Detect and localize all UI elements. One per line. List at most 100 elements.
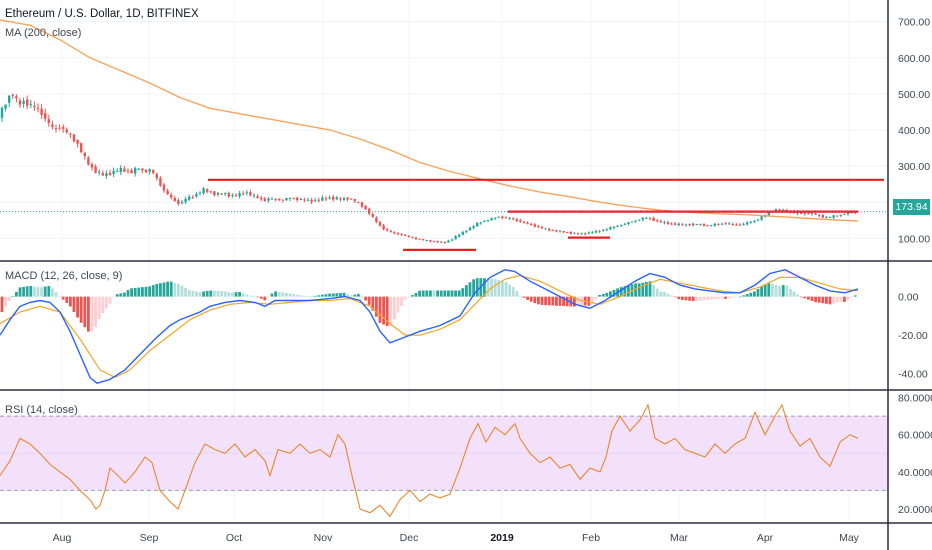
macd-histogram-bar [443,290,447,297]
candle [108,172,112,176]
macd-histogram-bar [702,296,706,301]
candle [555,230,558,232]
macd-histogram-bar [137,287,141,297]
macd-histogram-bar [187,289,191,297]
candle [18,100,22,105]
candle [288,197,292,199]
macd-histogram-bar [540,296,544,305]
macd-histogram-bar [724,296,727,299]
macd-histogram-bar [393,296,396,320]
candle [728,223,731,225]
candle [371,213,374,217]
macd-histogram-bar [745,294,749,297]
candle [483,220,486,222]
candle [94,166,97,173]
candle [522,221,526,223]
macd-histogram-bar [375,296,378,317]
candle [44,113,47,119]
macd-histogram-bar [76,296,79,318]
macd-histogram-bar [288,293,292,297]
macd-histogram-bar [544,296,547,306]
macd-histogram-bar [587,296,591,306]
macd-histogram-bar [839,296,843,302]
candle [638,219,641,221]
macd-histogram-bar [508,284,511,297]
macd-histogram-bar [47,286,51,297]
macd-histogram-bar [468,282,472,297]
macd-histogram-bar [295,294,299,297]
macd-histogram-bar [601,293,605,297]
candle [540,226,544,229]
macd-histogram-bar [537,296,540,305]
x-axis-tick: Mar [670,532,689,544]
macd-histogram-bar [720,296,724,299]
candle [335,197,338,200]
candle [299,199,302,201]
candle [645,217,648,219]
candle [296,197,299,200]
chart-title: Ethereum / U.S. Dollar, 1D, BITFINEX [5,8,199,20]
candle [126,170,130,172]
macd-histogram-bar [814,296,817,303]
candle [191,196,194,198]
macd-histogram-bar [522,296,526,298]
macd-histogram-bar [155,283,159,297]
candle [425,240,428,242]
candle [544,228,547,230]
candle [328,197,331,199]
macd-histogram-bar [807,296,810,300]
candle [155,173,158,179]
candle [51,124,54,128]
candle [670,223,673,225]
candle [112,170,115,175]
macd-histogram-bar [605,292,609,297]
macd-histogram-bar [61,296,65,300]
candle [252,195,256,197]
candle [162,184,166,191]
candle [562,231,565,233]
macd-histogram-bar [245,294,249,297]
macd-histogram-bar [151,285,155,297]
macd-histogram-bar [792,291,796,297]
macd-histogram-bar [738,296,742,298]
macd-histogram-bar [65,296,69,303]
candle [760,216,763,220]
candle [490,217,493,221]
macd-histogram-bar [472,279,475,297]
macd-histogram-bar [79,296,83,323]
macd-histogram-bar [749,292,753,297]
macd-histogram-bar [774,284,778,297]
macd-histogram-bar [403,296,407,300]
macd-histogram-bar [677,296,681,300]
price-y-tick: 600.00 [898,53,930,65]
candle [29,104,32,106]
macd-histogram-bar [191,290,195,297]
candle [116,171,119,173]
macd-histogram-bar [216,290,220,297]
macd-histogram-bar [652,284,655,297]
macd-histogram-bar [717,296,720,299]
macd-histogram-bar [252,295,256,297]
macd-histogram-bar [321,294,324,297]
macd-histogram-bar [699,296,702,301]
macd-histogram-bar [612,289,616,297]
candle [375,217,378,223]
macd-histogram-bar [22,286,25,297]
macd-histogram-bar [173,282,177,297]
macd-histogram-bar [141,287,144,297]
macd-histogram-bar [421,290,425,297]
candle [119,167,122,173]
macd-signal-line [0,274,859,379]
macd-histogram-bar [378,296,382,323]
macd-histogram-bar [727,296,731,299]
candle [198,192,202,194]
rsi-y-tick: 40.0000 [898,467,932,479]
macd-histogram-bar [429,290,432,297]
candle [285,198,288,201]
rsi-legend-label: RSI (14, close) [5,404,78,416]
candle [591,232,594,234]
candle [753,220,756,222]
x-axis-tick: Nov [314,532,333,544]
candle [177,200,180,204]
